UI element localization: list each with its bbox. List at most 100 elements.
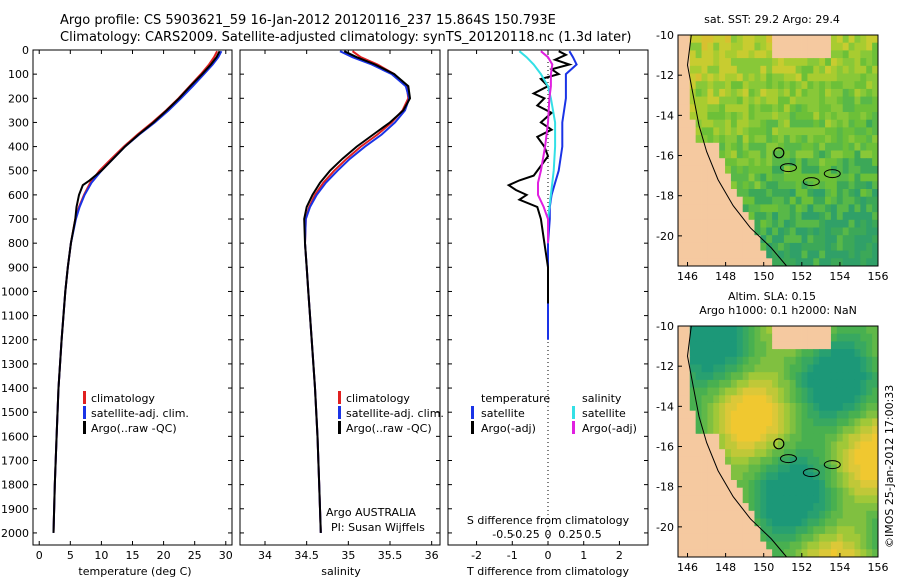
map-cell [860, 112, 867, 121]
map-cell [836, 250, 844, 259]
map-cell [783, 250, 791, 259]
map-cell [719, 441, 726, 450]
x-tick-label: 5 [67, 549, 74, 562]
legend-swatch-climatology [338, 391, 341, 404]
map-cell [854, 441, 861, 450]
map-cell [772, 356, 779, 365]
map-cell [848, 204, 855, 213]
map-cell [842, 503, 849, 512]
map-y-tick-label: -20 [656, 521, 674, 534]
map-cell [819, 433, 826, 442]
map-cell [683, 387, 691, 396]
map-cell [707, 426, 714, 435]
map-cell [860, 541, 867, 550]
map-cell [830, 356, 838, 365]
map-cell [772, 250, 779, 259]
map-cell [789, 418, 797, 427]
map-cell [860, 356, 867, 365]
legend-label-s-satellite: satellite [582, 407, 626, 420]
map-cell [819, 464, 826, 473]
map-cell [713, 541, 720, 550]
map-cell [713, 58, 720, 67]
map-cell [789, 472, 797, 481]
map-cell [795, 58, 802, 67]
temperature-xlabel: temperature (deg C) [78, 565, 191, 578]
map-cell [801, 541, 808, 550]
map-cell [730, 379, 738, 388]
map-cell [689, 112, 697, 121]
map-cell [783, 410, 791, 419]
map-cell [778, 526, 785, 535]
map-cell [848, 541, 855, 550]
map-cell [789, 464, 797, 473]
map-cell [813, 379, 820, 388]
map-cell [848, 58, 855, 67]
map-cell [719, 464, 726, 473]
map-cell [783, 526, 791, 535]
map-cell [748, 510, 755, 519]
map-cell [719, 181, 726, 190]
map-cell [825, 441, 832, 450]
map-cell [683, 204, 691, 213]
map-cell [813, 196, 820, 205]
map-cell [678, 333, 685, 342]
map-cell [795, 242, 802, 251]
map-cell [801, 196, 808, 205]
map-cell [825, 364, 832, 373]
map-cell [854, 472, 861, 481]
map-cell [848, 219, 855, 228]
map-cell [730, 189, 738, 198]
map-cell [813, 403, 820, 412]
map-cell [836, 181, 844, 190]
map-cell [813, 433, 820, 442]
map-cell [689, 349, 697, 358]
map-cell [807, 119, 814, 128]
map-cell [730, 65, 738, 74]
map-cell [778, 50, 785, 59]
map-cell [754, 387, 761, 396]
map-cell [860, 65, 867, 74]
map-cell [795, 165, 802, 174]
map-cell [701, 173, 708, 182]
map-cell [813, 495, 820, 504]
map-cell [866, 196, 873, 205]
map-cell [842, 212, 849, 221]
map-cell [689, 96, 697, 105]
map-cell [719, 150, 726, 159]
map-cell [754, 379, 761, 388]
map-cell [754, 364, 761, 373]
legend-swatch-satellite [83, 406, 86, 419]
x-tick-label: 1 [580, 549, 587, 562]
map-cell [807, 142, 814, 151]
depth-tick-label: 1700 [1, 454, 29, 467]
map-cell [719, 395, 726, 404]
map-cell [678, 356, 685, 365]
map-cell [866, 104, 873, 113]
map-cell [789, 487, 797, 496]
map-cell [730, 258, 738, 267]
map-cell [701, 242, 708, 251]
map-cell [789, 219, 797, 228]
map-cell [678, 541, 685, 550]
map-cell [713, 65, 720, 74]
map-cell [860, 395, 867, 404]
map-cell [766, 426, 773, 435]
map-cell [772, 212, 779, 221]
map-cell [736, 410, 744, 419]
map-cell [842, 173, 849, 182]
map-cell [683, 326, 691, 335]
map-cell [842, 472, 849, 481]
map-cell [701, 364, 708, 373]
map-cell [725, 464, 732, 473]
map-cell [801, 88, 808, 97]
depth-tick-label: 500 [8, 165, 29, 178]
difference-xlabel: T difference from climatology [466, 565, 629, 578]
map-cell [854, 526, 861, 535]
map-cell [742, 235, 749, 244]
map-cell [825, 88, 832, 97]
map-cell [854, 50, 861, 59]
map-cell [701, 150, 708, 159]
map-cell [783, 96, 791, 105]
map-cell [813, 73, 820, 82]
map-cell [842, 258, 849, 267]
